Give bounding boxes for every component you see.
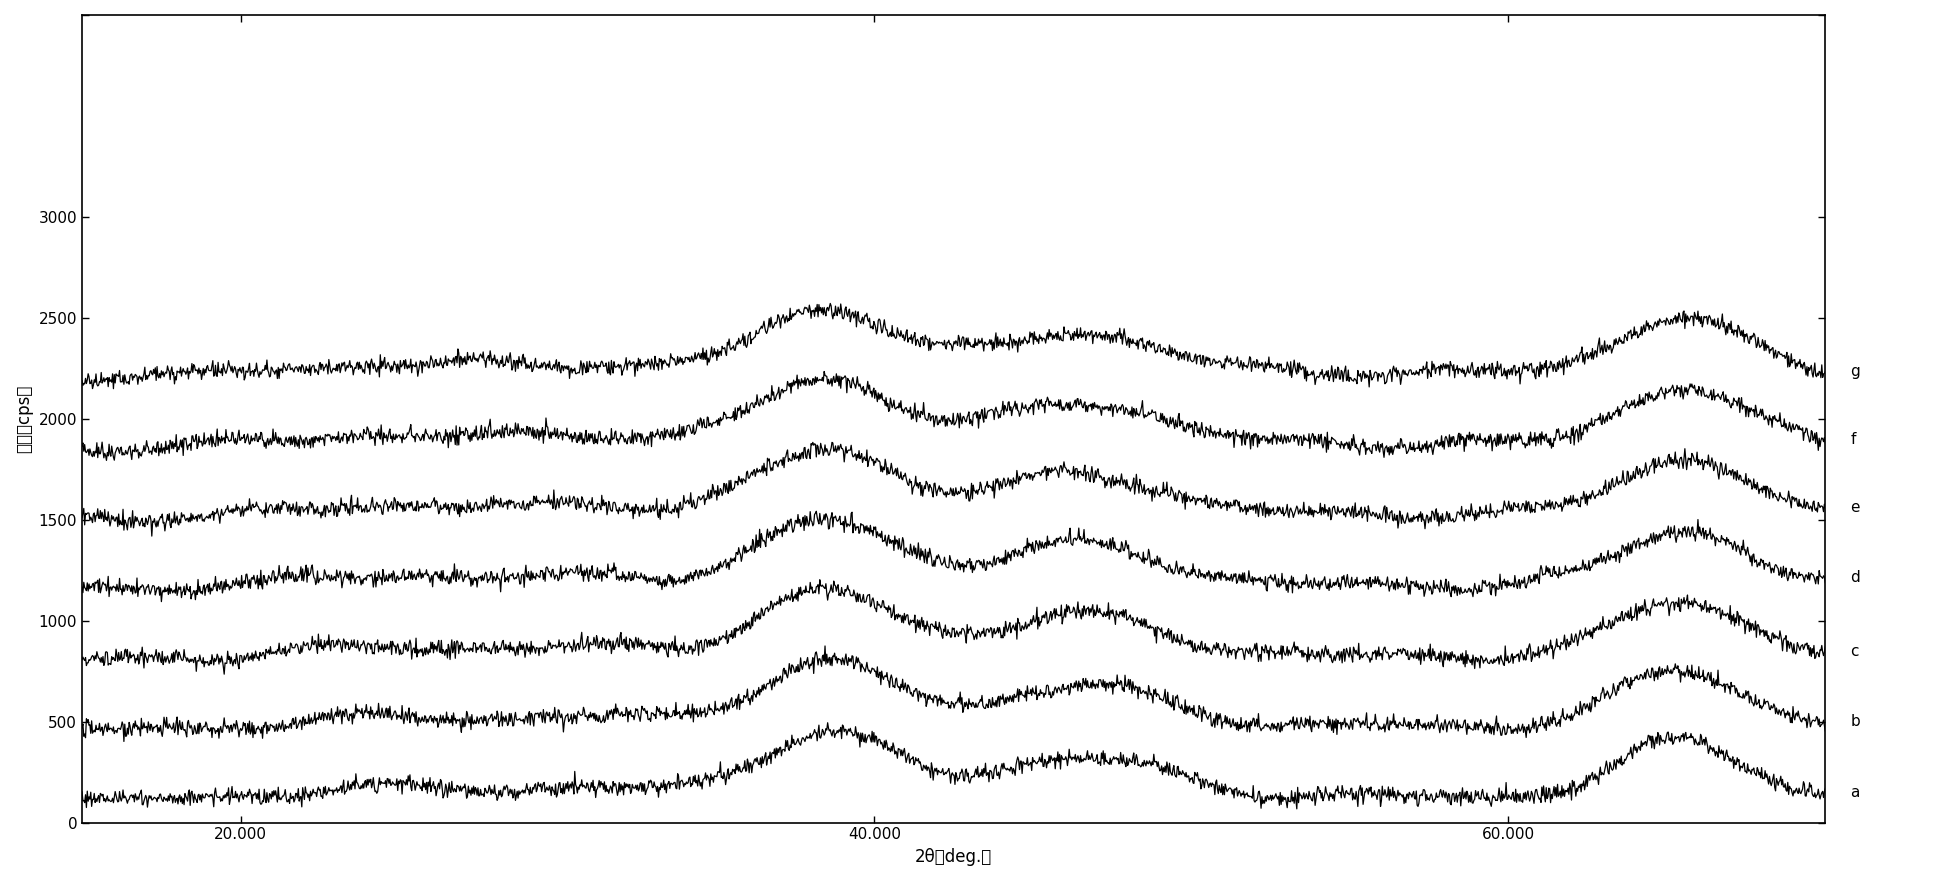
Text: e: e: [1851, 500, 1860, 515]
Text: a: a: [1851, 785, 1860, 800]
Text: d: d: [1851, 570, 1860, 585]
Y-axis label: 強度（cps）: 強度（cps）: [16, 385, 33, 453]
Text: g: g: [1851, 365, 1860, 380]
Text: b: b: [1851, 714, 1860, 729]
X-axis label: 2θ（deg.）: 2θ（deg.）: [915, 848, 993, 866]
Text: c: c: [1851, 644, 1858, 659]
Text: f: f: [1851, 432, 1856, 447]
